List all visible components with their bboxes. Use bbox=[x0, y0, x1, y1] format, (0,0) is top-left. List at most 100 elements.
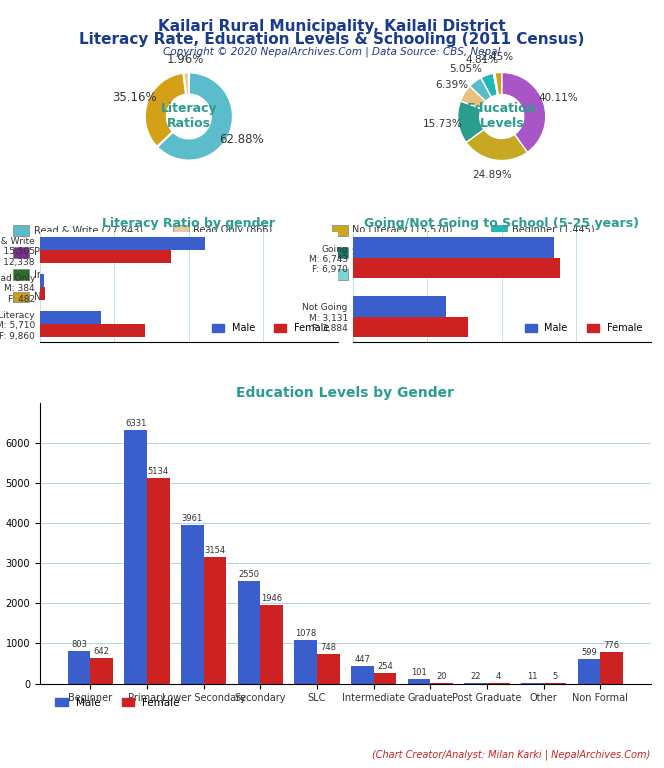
Bar bbox=[491, 270, 507, 280]
Text: Secondary (4,496): Secondary (4,496) bbox=[353, 247, 442, 257]
Text: 62.88%: 62.88% bbox=[219, 133, 264, 145]
Text: 748: 748 bbox=[320, 643, 336, 651]
Bar bbox=[13, 270, 29, 280]
Wedge shape bbox=[502, 72, 546, 152]
Text: 6331: 6331 bbox=[125, 419, 146, 428]
Bar bbox=[238, 581, 260, 684]
Text: 2.45%: 2.45% bbox=[481, 52, 514, 62]
Text: 803: 803 bbox=[71, 641, 87, 649]
Text: 4.81%: 4.81% bbox=[465, 55, 499, 65]
Bar bbox=[294, 641, 317, 684]
Bar bbox=[332, 225, 348, 236]
Wedge shape bbox=[481, 73, 497, 97]
Bar bbox=[374, 674, 396, 684]
Bar bbox=[353, 258, 560, 278]
Text: 20: 20 bbox=[436, 672, 447, 680]
Bar bbox=[317, 654, 339, 684]
Title: Literacy Ratio by gender: Literacy Ratio by gender bbox=[102, 217, 276, 230]
Text: Literacy
Ratios: Literacy Ratios bbox=[161, 102, 217, 131]
Legend: Male, Female: Male, Female bbox=[521, 319, 646, 337]
Title: Education Levels by Gender: Education Levels by Gender bbox=[236, 386, 454, 400]
Text: 101: 101 bbox=[411, 668, 427, 677]
Text: 5: 5 bbox=[552, 672, 558, 681]
Text: 1.96%: 1.96% bbox=[167, 53, 204, 66]
Text: 1078: 1078 bbox=[295, 629, 316, 638]
Text: 447: 447 bbox=[355, 654, 371, 664]
Bar bbox=[40, 237, 205, 250]
Text: 254: 254 bbox=[377, 662, 393, 671]
Bar bbox=[600, 652, 623, 684]
Text: 35.16%: 35.16% bbox=[113, 91, 157, 104]
Text: 6.39%: 6.39% bbox=[435, 80, 468, 90]
Wedge shape bbox=[494, 73, 499, 94]
Text: 5.05%: 5.05% bbox=[450, 65, 482, 74]
Text: 22: 22 bbox=[470, 672, 481, 680]
Text: Intermediate (701): Intermediate (701) bbox=[34, 270, 126, 280]
Text: 3961: 3961 bbox=[182, 514, 203, 523]
Bar bbox=[464, 683, 487, 684]
Wedge shape bbox=[457, 101, 484, 142]
Bar bbox=[204, 557, 226, 684]
Bar bbox=[124, 429, 147, 684]
Text: 40.11%: 40.11% bbox=[539, 94, 578, 104]
Bar bbox=[173, 225, 189, 236]
Bar bbox=[40, 324, 145, 337]
Text: 5134: 5134 bbox=[147, 467, 169, 475]
Text: Read Only (866): Read Only (866) bbox=[193, 225, 272, 235]
Bar bbox=[13, 225, 29, 236]
Wedge shape bbox=[466, 130, 527, 161]
Bar bbox=[173, 247, 189, 258]
Bar bbox=[181, 525, 204, 684]
Text: Lower Secondary (7,115): Lower Secondary (7,115) bbox=[193, 247, 315, 257]
Wedge shape bbox=[461, 86, 486, 109]
Text: (Chart Creator/Analyst: Milan Karki | NepalArchives.Com): (Chart Creator/Analyst: Milan Karki | Ne… bbox=[373, 750, 651, 760]
Text: 1946: 1946 bbox=[261, 594, 282, 604]
Bar bbox=[40, 311, 101, 324]
Bar bbox=[351, 666, 374, 684]
Legend: Male, Female: Male, Female bbox=[208, 319, 333, 337]
Bar bbox=[408, 680, 430, 684]
Bar bbox=[491, 247, 507, 258]
Text: 2550: 2550 bbox=[238, 570, 260, 579]
Text: 15.73%: 15.73% bbox=[423, 120, 463, 130]
Text: Primary (11,465): Primary (11,465) bbox=[34, 247, 116, 257]
Bar bbox=[578, 660, 600, 684]
Wedge shape bbox=[470, 78, 491, 101]
Wedge shape bbox=[493, 73, 498, 95]
Bar bbox=[40, 250, 171, 263]
Bar bbox=[173, 270, 189, 280]
Text: Others (16): Others (16) bbox=[512, 270, 568, 280]
Text: 11: 11 bbox=[527, 672, 538, 681]
Bar bbox=[430, 683, 453, 684]
Text: Education
Levels: Education Levels bbox=[467, 102, 537, 131]
Text: 642: 642 bbox=[94, 647, 110, 656]
Bar bbox=[491, 225, 507, 236]
Bar bbox=[332, 247, 348, 258]
Text: Non Formal (1,375): Non Formal (1,375) bbox=[34, 291, 128, 301]
Text: Post Graduate (26): Post Graduate (26) bbox=[353, 270, 445, 280]
Wedge shape bbox=[145, 73, 186, 147]
Title: Going/Not Going to School (5-25 years): Going/Not Going to School (5-25 years) bbox=[365, 217, 639, 230]
Wedge shape bbox=[157, 72, 233, 161]
Bar bbox=[353, 237, 554, 258]
Text: Kailari Rural Municipality, Kailali District: Kailari Rural Municipality, Kailali Dist… bbox=[158, 19, 506, 35]
Text: Graduate (121): Graduate (121) bbox=[193, 270, 268, 280]
Bar bbox=[147, 478, 169, 684]
Bar bbox=[353, 296, 446, 316]
Text: 4: 4 bbox=[495, 672, 501, 681]
Text: 24.89%: 24.89% bbox=[472, 170, 512, 180]
Bar bbox=[332, 270, 348, 280]
Bar bbox=[90, 657, 113, 684]
Bar bbox=[13, 292, 29, 302]
Bar bbox=[40, 274, 44, 287]
Text: 3154: 3154 bbox=[205, 546, 226, 555]
Wedge shape bbox=[493, 73, 497, 95]
Text: 776: 776 bbox=[604, 641, 620, 650]
Text: Literacy Rate, Education Levels & Schooling (2011 Census): Literacy Rate, Education Levels & School… bbox=[79, 32, 585, 48]
Text: No Literacy (15,570): No Literacy (15,570) bbox=[353, 225, 453, 235]
Bar bbox=[68, 651, 90, 684]
Text: Copyright © 2020 NepalArchives.Com | Data Source: CBS, Nepal: Copyright © 2020 NepalArchives.Com | Dat… bbox=[163, 46, 501, 57]
Bar bbox=[353, 316, 469, 337]
Text: Read & Write (27,843): Read & Write (27,843) bbox=[34, 225, 143, 235]
Text: SLC (1,826): SLC (1,826) bbox=[512, 247, 568, 257]
